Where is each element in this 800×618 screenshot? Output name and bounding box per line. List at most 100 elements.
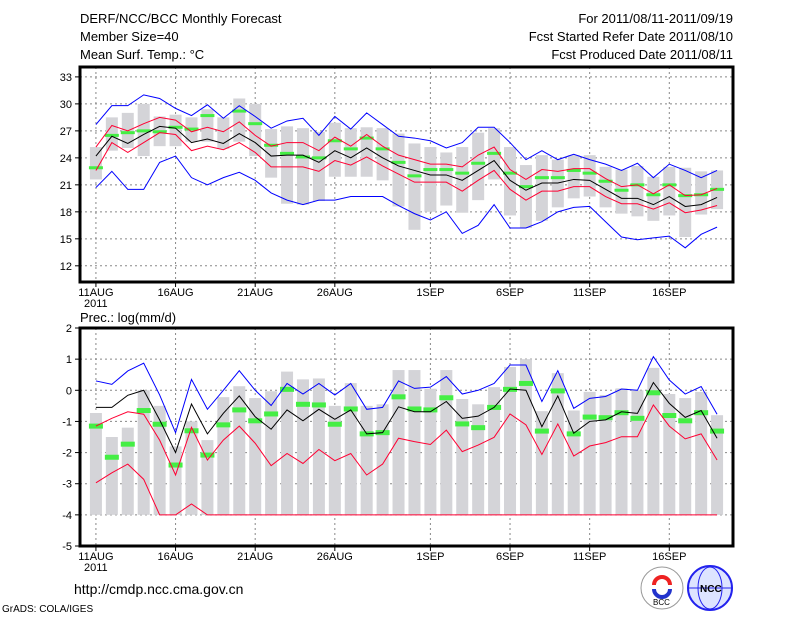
ensemble-range-bar (360, 405, 373, 515)
observation-mark (152, 421, 167, 427)
ensemble-range-bar (153, 405, 166, 515)
observation-mark (455, 171, 470, 175)
x-tick-label: 6SEP (496, 551, 524, 563)
y-tick-label: 15 (60, 234, 72, 246)
ensemble-range-bar (392, 133, 405, 207)
ensemble-range-bar (535, 411, 548, 515)
observation-mark (343, 147, 358, 151)
observation-mark (455, 421, 470, 427)
observation-mark (216, 422, 231, 428)
start-date: Fcst Started Refer Date 2011/08/10 (528, 29, 733, 44)
x-tick-label: 21AUG (237, 551, 273, 563)
observation-mark (471, 161, 486, 165)
upper-spread-line (95, 403, 718, 477)
ensemble-range-bar (408, 143, 421, 230)
observation-mark (343, 406, 358, 412)
observation-mark (391, 160, 406, 164)
observation-mark (646, 193, 661, 197)
precip-title: Prec.: log(mm/d) (80, 310, 176, 325)
ensemble-range-bar (408, 370, 421, 515)
observation-mark (439, 395, 454, 401)
ensemble-range-bar (89, 413, 102, 515)
ensemble-range-bar (663, 394, 676, 515)
observation-mark (184, 428, 199, 434)
observation-mark (598, 415, 613, 421)
x-tick-label: 11SEP (573, 287, 606, 299)
logos: BCC NCC (640, 565, 733, 611)
x-tick-label: 16SEP (652, 551, 686, 563)
ensemble-range-bar (376, 404, 389, 515)
observation-mark (248, 122, 263, 126)
ensemble-range-bar (456, 399, 469, 515)
observation-mark (534, 176, 549, 180)
observation-mark (104, 133, 119, 137)
min-line (95, 155, 718, 249)
ensemble-range-bar (663, 166, 676, 216)
observation-mark (327, 421, 342, 427)
ensemble-range-bar (679, 398, 692, 515)
ensemble-range-bar (344, 383, 357, 515)
observation-mark (614, 410, 629, 416)
x-tick-label: 11SEP (573, 551, 606, 563)
ensemble-range-bar (233, 386, 246, 515)
ensemble-range-bar (583, 155, 596, 197)
observation-mark (359, 136, 374, 140)
observation-mark (678, 418, 693, 424)
ensemble-range-bar (344, 128, 357, 177)
ensemble-range-bar (121, 427, 134, 515)
y-tick-label: 2 (66, 323, 72, 335)
ensemble-range-bar (472, 132, 485, 201)
x-tick-label: 1SEP (416, 551, 444, 563)
ensemble-range-bar (249, 103, 262, 157)
ensemble-range-bar (185, 421, 198, 515)
observation-mark (487, 151, 502, 155)
observation-mark (550, 176, 565, 180)
observation-mark (184, 127, 199, 131)
ensemble-mean-line (95, 125, 718, 207)
observation-mark (423, 168, 438, 172)
ensemble-range-bar (695, 391, 708, 515)
observation-mark (327, 139, 342, 143)
observation-mark (311, 156, 326, 160)
y-tick-label: -1 (62, 416, 72, 428)
variable-label: Mean Surf. Temp.: °C (80, 47, 205, 62)
ensemble-range-bar (217, 397, 230, 515)
max-line (95, 355, 718, 435)
observation-mark (503, 171, 518, 175)
observation-mark (694, 410, 709, 416)
ensemble-range-bar (312, 131, 325, 202)
ensemble-range-bar (392, 370, 405, 515)
x-tick-label: 6SEP (496, 287, 524, 299)
forecast-period: For 2011/08/11-2011/09/19 (578, 11, 733, 26)
ensemble-range-bar (631, 165, 644, 217)
ensemble-range-bar (615, 388, 628, 515)
ensemble-range-bar (265, 391, 278, 515)
observation-mark (614, 188, 629, 192)
ensemble-range-bar (583, 391, 596, 515)
produced-date: Fcst Produced Date 2011/08/11 (551, 47, 733, 62)
ensemble-range-bar (488, 387, 501, 515)
grads-credit: GrADS: COLA/IGES (2, 604, 94, 615)
ensemble-range-bar (504, 147, 517, 216)
year-label-bottom: 2011 (84, 562, 108, 574)
observation-mark (136, 408, 151, 414)
ensemble-range-bar (376, 128, 389, 181)
ensemble-range-bar (281, 371, 294, 515)
observation-mark (295, 401, 310, 407)
x-tick-label: 21AUG (237, 287, 273, 299)
y-tick-label: 33 (60, 72, 72, 84)
y-tick-label: 27 (60, 126, 72, 138)
observation-mark (168, 462, 183, 468)
source-url[interactable]: http://cmdp.ncc.cma.gov.cn (74, 581, 244, 597)
observation-mark (630, 415, 645, 421)
figure-title: DERF/NCC/BCC Monthly Forecast (80, 11, 282, 26)
ensemble-range-bar (233, 98, 246, 142)
ensemble-range-bar (440, 152, 453, 206)
ensemble-range-bar (312, 378, 325, 515)
ensemble-range-bar (519, 165, 532, 229)
ensemble-range-bar (424, 147, 437, 212)
observation-mark (280, 386, 295, 392)
ensemble-range-bar (535, 155, 548, 221)
